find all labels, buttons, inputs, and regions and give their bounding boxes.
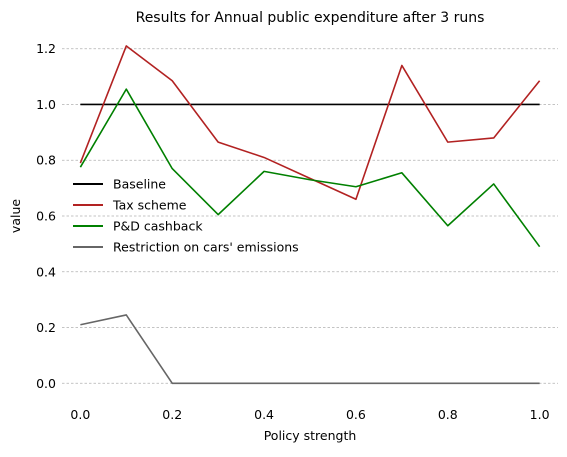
y-axis-label: value (8, 199, 23, 233)
x-tick-label: 0.8 (438, 407, 458, 422)
legend-label-tax-scheme: Tax scheme (112, 198, 187, 213)
y-tick-label: 0.8 (36, 153, 56, 168)
legend-label-p-d-cashback: P&D cashback (113, 219, 203, 234)
chart-title: Results for Annual public expenditure af… (136, 10, 485, 26)
legend-label-restriction-on-cars-emissions: Restriction on cars' emissions (113, 240, 299, 255)
legend-label-baseline: Baseline (113, 177, 166, 192)
series-layer (79, 45, 541, 385)
grid-layer (62, 48, 558, 384)
y-tick-label: 0.4 (36, 264, 56, 279)
x-tick-label: 1.0 (530, 407, 550, 422)
y-tick-label: 0.2 (36, 320, 56, 335)
x-tick-label: 0.6 (346, 407, 366, 422)
legend: Baseline Tax scheme P&D cashback Restrictio… (73, 177, 299, 255)
y-tick-label: 0.6 (36, 209, 56, 224)
series-line-restriction-on-cars-emissions (80, 314, 540, 385)
x-tick-label: 0.2 (162, 407, 182, 422)
x-axis-label: Policy strength (264, 428, 357, 443)
y-tick-label: 1.2 (36, 41, 56, 56)
series-line-tax-scheme (79, 45, 541, 201)
tick-layer: 0.0 0.2 0.4 0.6 0.8 1.0 1.2 0.0 0.2 0.4 0.6 0.8 1.0 (36, 41, 550, 422)
x-tick-label: 0.4 (254, 407, 274, 422)
y-tick-label: 0.0 (36, 376, 56, 391)
series-line-p-d-cashback (79, 88, 541, 248)
y-tick-label: 1.0 (36, 97, 56, 112)
x-tick-label: 0.0 (70, 407, 90, 422)
